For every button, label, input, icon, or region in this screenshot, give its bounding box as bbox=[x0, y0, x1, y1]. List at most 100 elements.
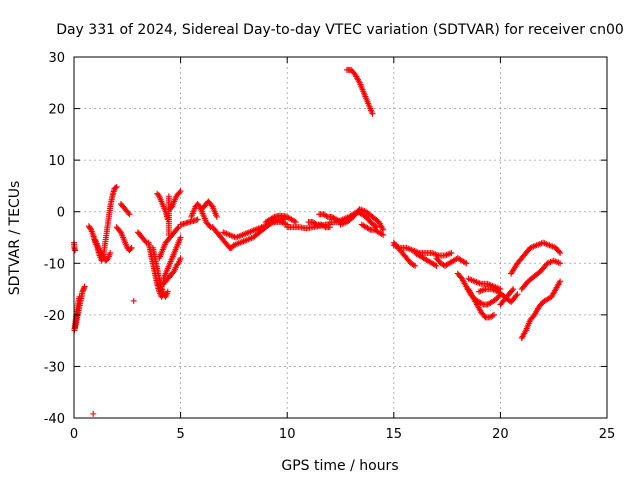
data-point-dense bbox=[312, 220, 319, 227]
data-point-dense bbox=[142, 238, 149, 245]
data-point-dense bbox=[347, 215, 354, 222]
data-point-dense bbox=[365, 216, 372, 223]
data-point-dense bbox=[93, 240, 100, 247]
data-point-dense bbox=[157, 196, 164, 203]
data-point-dense bbox=[379, 225, 386, 232]
data-point-dense bbox=[170, 251, 177, 258]
data-point-dense bbox=[480, 286, 487, 293]
data-point-dense bbox=[123, 243, 130, 250]
data-point-dense bbox=[119, 232, 126, 239]
data-point-dense bbox=[125, 210, 132, 217]
data-point-dense bbox=[244, 229, 251, 236]
grid bbox=[74, 57, 607, 418]
data-point-dense bbox=[319, 222, 326, 229]
y-tick-label: 10 bbox=[48, 154, 65, 169]
data-point-dense bbox=[435, 257, 442, 264]
data-point-dense bbox=[202, 217, 209, 224]
data-point-dense bbox=[331, 219, 338, 226]
data-point-dense bbox=[176, 236, 183, 243]
data-point-dense bbox=[439, 261, 446, 268]
data-point-dense bbox=[408, 246, 415, 253]
data-point-dense bbox=[327, 213, 334, 220]
data-point-dense bbox=[157, 281, 164, 288]
data-point-dense bbox=[401, 244, 408, 251]
data-point-dense bbox=[518, 255, 525, 262]
data-point-dense bbox=[373, 227, 380, 234]
y-tick-label: 20 bbox=[48, 103, 65, 118]
x-tick-label: 20 bbox=[492, 427, 509, 442]
data-point-dense bbox=[443, 262, 450, 269]
data-point-dense bbox=[413, 250, 420, 257]
data-point-dense bbox=[174, 261, 181, 268]
data-point-dense bbox=[354, 208, 361, 215]
data-point-dense bbox=[206, 222, 213, 229]
data-point-dense bbox=[370, 226, 377, 233]
data-point-dense bbox=[486, 300, 493, 307]
data-point-dense bbox=[544, 241, 551, 248]
x-tick-label: 25 bbox=[599, 427, 616, 442]
data-point-dense bbox=[495, 293, 502, 300]
data-point-dense bbox=[193, 216, 200, 223]
data-point-dense bbox=[325, 224, 332, 231]
data-point-dense bbox=[172, 246, 179, 253]
data-point-dense bbox=[161, 272, 168, 279]
data-point bbox=[126, 211, 133, 218]
data-point-dense bbox=[451, 256, 458, 263]
data-point-dense bbox=[541, 298, 548, 305]
data-point-dense bbox=[456, 273, 463, 280]
y-tick-label: -20 bbox=[44, 309, 65, 324]
data-point-dense bbox=[189, 210, 196, 217]
data-point-dense bbox=[155, 274, 162, 281]
y-tick-label: -10 bbox=[44, 257, 65, 272]
data-point-dense bbox=[159, 246, 166, 253]
data-point-dense bbox=[422, 255, 429, 262]
data-point-dense bbox=[360, 88, 367, 95]
data-point-dense bbox=[164, 267, 171, 274]
data-point-dense bbox=[151, 253, 158, 260]
chart-title: Day 331 of 2024, Sidereal Day-to-day VTE… bbox=[56, 22, 624, 38]
data-point-dense bbox=[372, 223, 379, 230]
data-point-dense bbox=[537, 301, 544, 308]
data-point-dense bbox=[509, 287, 516, 294]
data-point-dense bbox=[172, 194, 179, 201]
data-point-dense bbox=[321, 223, 328, 230]
data-point-dense bbox=[106, 205, 113, 212]
data-point-dense bbox=[405, 257, 412, 264]
y-tick-label: 30 bbox=[48, 51, 65, 66]
data-point-dense bbox=[321, 212, 328, 219]
data-point-dense bbox=[253, 231, 260, 238]
data-point bbox=[130, 297, 137, 304]
data-point-dense bbox=[285, 214, 292, 221]
data-point-dense bbox=[282, 213, 289, 220]
data-point-dense bbox=[432, 262, 439, 269]
data-point-dense bbox=[237, 232, 244, 239]
data-point-dense bbox=[350, 69, 357, 76]
data-point-dense bbox=[170, 200, 177, 207]
data-point bbox=[177, 188, 184, 195]
data-point-dense bbox=[319, 211, 326, 218]
axis-ticks: 0 5 10 15 20 25 -40 -30 -20 -10 0 10 20 30 bbox=[44, 51, 616, 442]
data-point-dense bbox=[462, 281, 469, 288]
data-point-dense bbox=[446, 250, 453, 257]
data-point-dense bbox=[535, 270, 542, 277]
data-point-dense bbox=[556, 279, 563, 286]
data-point-dense bbox=[468, 292, 475, 299]
data-point-dense bbox=[112, 184, 119, 191]
data-point-dense bbox=[166, 262, 173, 269]
data-point-dense bbox=[440, 252, 447, 259]
data-point-dense bbox=[157, 251, 164, 258]
data-point-dense bbox=[430, 261, 437, 268]
data-point-dense bbox=[116, 228, 123, 235]
data-point-dense bbox=[76, 295, 83, 302]
data-point bbox=[90, 410, 97, 417]
data-point-dense bbox=[268, 215, 275, 222]
data-point-dense bbox=[155, 191, 162, 198]
x-tick-label: 5 bbox=[176, 427, 184, 442]
data-point-dense bbox=[121, 237, 128, 244]
data-point-dense bbox=[525, 247, 532, 254]
data-point bbox=[128, 244, 135, 251]
data-point-dense bbox=[401, 252, 408, 259]
data-point-dense bbox=[355, 78, 362, 85]
data-point-dense bbox=[308, 219, 315, 226]
data-point-dense bbox=[409, 261, 416, 268]
